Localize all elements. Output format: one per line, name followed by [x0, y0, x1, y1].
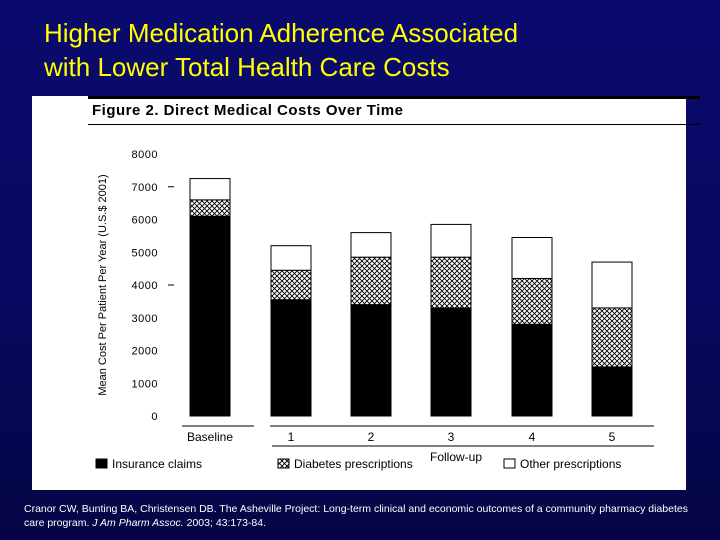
legend-swatch: [277, 458, 290, 469]
legend-label: Other prescriptions: [520, 457, 621, 471]
bar-segment: [189, 199, 231, 217]
bar-segment: [591, 366, 633, 417]
y-tick-label: 0: [151, 411, 158, 423]
x-tick-label: 3: [448, 430, 455, 444]
bar-segment: [430, 307, 472, 417]
bar-segment: [511, 237, 553, 279]
legend-swatch: [95, 458, 108, 469]
figure-title-rule: [88, 124, 700, 125]
y-tick-label: 8000: [132, 149, 158, 161]
bar-segment: [189, 215, 231, 417]
figure-title: Figure 2. Direct Medical Costs Over Time: [92, 102, 404, 119]
bar-segment: [430, 256, 472, 309]
x-tick-label: 4: [529, 430, 536, 444]
x-tick-label: 1: [288, 430, 295, 444]
citation-volume-pages: 2003; 43:173-84.: [186, 517, 267, 529]
bar-segment: [591, 307, 633, 368]
x-tick-label: 5: [609, 430, 616, 444]
slide-title-line-2: with Lower Total Health Care Costs: [44, 52, 450, 82]
bar-segment: [270, 299, 312, 417]
y-tick-label: 5000: [132, 247, 158, 259]
slide-title: Higher Medication Adherence Associated w…: [44, 16, 704, 84]
stacked-bar-chart: Mean Cost Per Patient Per Year (U.S.$ 20…: [95, 149, 654, 471]
bar-segment: [270, 245, 312, 271]
figure-panel: Figure 2. Direct Medical Costs Over Time…: [32, 96, 700, 490]
bar-segment: [350, 232, 392, 258]
citation-journal: J Am Pharm Assoc.: [92, 517, 184, 529]
bar-segment: [350, 256, 392, 306]
legend-swatch: [503, 458, 516, 469]
x-tick-label: 2: [368, 430, 375, 444]
figure-top-rule: [88, 96, 700, 99]
y-tick-label: 4000: [132, 280, 158, 292]
y-axis-label: Mean Cost Per Patient Per Year (U.S.$ 20…: [97, 174, 109, 395]
x-axis-label: Follow-up: [430, 450, 482, 464]
y-tick-label: 7000: [132, 182, 158, 194]
y-tick-label: 3000: [132, 313, 158, 325]
bar-segment: [591, 261, 633, 309]
bar-segment: [189, 178, 231, 201]
y-tick-label: 6000: [132, 215, 158, 227]
bar-segment: [350, 304, 392, 417]
slide-title-line-1: Higher Medication Adherence Associated: [44, 18, 519, 48]
legend-label: Insurance claims: [112, 457, 202, 471]
y-tick-label: 1000: [132, 378, 158, 390]
y-tick-label: 2000: [132, 346, 158, 358]
citation: Cranor CW, Bunting BA, Christensen DB. T…: [24, 502, 704, 530]
bar-segment: [430, 223, 472, 258]
legend-label: Diabetes prescriptions: [294, 457, 413, 471]
x-tick-label: Baseline: [187, 430, 233, 444]
bar-segment: [511, 323, 553, 417]
bar-segment: [270, 269, 312, 301]
bar-segment: [511, 277, 553, 325]
citation-authors-title: Cranor CW, Bunting BA, Christensen DB. T…: [24, 503, 688, 529]
